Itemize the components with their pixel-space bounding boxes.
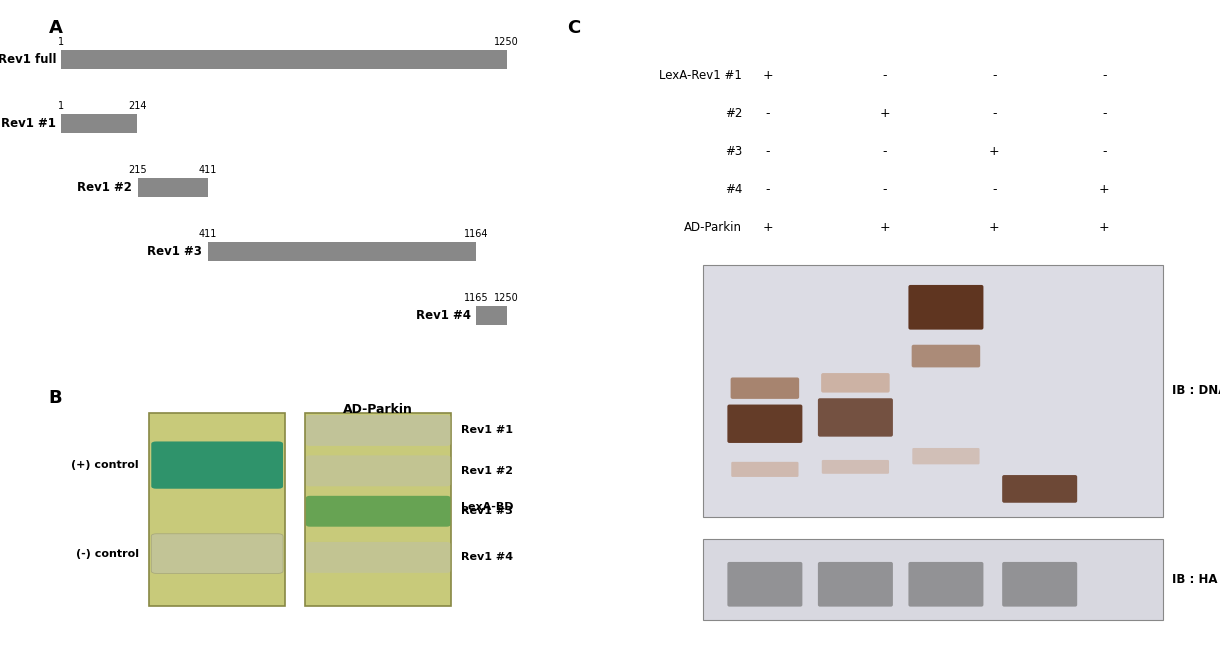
Text: -: -	[1102, 145, 1107, 158]
Text: +: +	[880, 221, 889, 234]
FancyBboxPatch shape	[306, 496, 450, 527]
FancyBboxPatch shape	[1002, 475, 1077, 503]
Text: A: A	[49, 19, 62, 38]
Text: 1250: 1250	[494, 293, 520, 302]
Bar	[61, 51, 506, 69]
Text: IB : HA (AD): IB : HA (AD)	[1172, 573, 1220, 586]
FancyBboxPatch shape	[822, 460, 889, 474]
Text: LexA-BD: LexA-BD	[461, 502, 514, 513]
Text: -: -	[882, 69, 887, 82]
Bar	[138, 178, 207, 197]
Text: 1165: 1165	[464, 293, 489, 302]
Text: C: C	[567, 19, 581, 38]
Text: +: +	[1099, 183, 1110, 196]
Text: 411: 411	[199, 228, 217, 239]
Text: 1: 1	[59, 101, 65, 111]
Text: +: +	[989, 145, 999, 158]
Text: Rev1 #1: Rev1 #1	[1, 117, 56, 130]
Text: Rev1 #1: Rev1 #1	[461, 426, 514, 435]
Text: -: -	[1102, 69, 1107, 82]
Text: Rev1 #3: Rev1 #3	[461, 506, 514, 516]
FancyBboxPatch shape	[727, 562, 803, 607]
Text: +: +	[989, 221, 999, 234]
Text: 1: 1	[59, 37, 65, 47]
FancyBboxPatch shape	[911, 345, 980, 367]
Text: +: +	[1099, 221, 1110, 234]
Text: Rev1 #4: Rev1 #4	[461, 552, 514, 563]
Text: AD-Parkin: AD-Parkin	[684, 221, 742, 234]
Text: 1250: 1250	[494, 37, 520, 47]
FancyBboxPatch shape	[306, 542, 450, 573]
FancyBboxPatch shape	[909, 562, 983, 607]
Bar	[477, 306, 506, 325]
Text: (+) control: (+) control	[72, 460, 139, 470]
Text: -: -	[992, 107, 997, 120]
Text: -: -	[882, 183, 887, 196]
FancyBboxPatch shape	[727, 404, 803, 443]
Bar	[704, 265, 1163, 517]
Bar	[149, 413, 285, 606]
Text: -: -	[766, 183, 770, 196]
Text: Rev1 #2: Rev1 #2	[461, 466, 514, 476]
FancyBboxPatch shape	[817, 562, 893, 607]
Text: +: +	[762, 221, 773, 234]
FancyBboxPatch shape	[909, 285, 983, 330]
Text: 214: 214	[128, 101, 146, 111]
Text: -: -	[992, 69, 997, 82]
Text: 215: 215	[128, 165, 146, 175]
FancyBboxPatch shape	[731, 462, 799, 477]
Text: 411: 411	[199, 165, 217, 175]
Bar	[61, 114, 138, 133]
Text: Rev1 #4: Rev1 #4	[416, 309, 471, 322]
Text: #4: #4	[725, 183, 742, 196]
Text: Rev1 full: Rev1 full	[0, 53, 56, 66]
Text: +: +	[762, 69, 773, 82]
FancyBboxPatch shape	[821, 373, 889, 393]
Text: B: B	[49, 389, 62, 408]
Text: -: -	[882, 145, 887, 158]
Text: #3: #3	[725, 145, 742, 158]
FancyBboxPatch shape	[151, 441, 283, 489]
Text: 1164: 1164	[464, 228, 488, 239]
FancyBboxPatch shape	[151, 533, 283, 573]
FancyBboxPatch shape	[306, 456, 450, 486]
Text: -: -	[1102, 107, 1107, 120]
Bar	[207, 242, 476, 261]
Text: -: -	[766, 107, 770, 120]
Bar	[704, 539, 1163, 620]
Text: Rev1 #2: Rev1 #2	[77, 181, 132, 194]
Text: IB : DNA BD: IB : DNA BD	[1172, 384, 1220, 397]
FancyBboxPatch shape	[1002, 562, 1077, 607]
FancyBboxPatch shape	[817, 398, 893, 437]
Text: +: +	[880, 107, 889, 120]
FancyBboxPatch shape	[913, 448, 980, 464]
FancyBboxPatch shape	[731, 378, 799, 399]
Text: #2: #2	[725, 107, 742, 120]
Bar	[305, 413, 451, 606]
Text: Rev1 #3: Rev1 #3	[148, 245, 203, 258]
Text: -: -	[766, 145, 770, 158]
FancyBboxPatch shape	[306, 415, 450, 446]
Text: LexA-Rev1 #1: LexA-Rev1 #1	[659, 69, 742, 82]
Text: -: -	[992, 183, 997, 196]
Text: AD-Parkin: AD-Parkin	[343, 403, 414, 416]
Text: (-) control: (-) control	[76, 548, 139, 559]
